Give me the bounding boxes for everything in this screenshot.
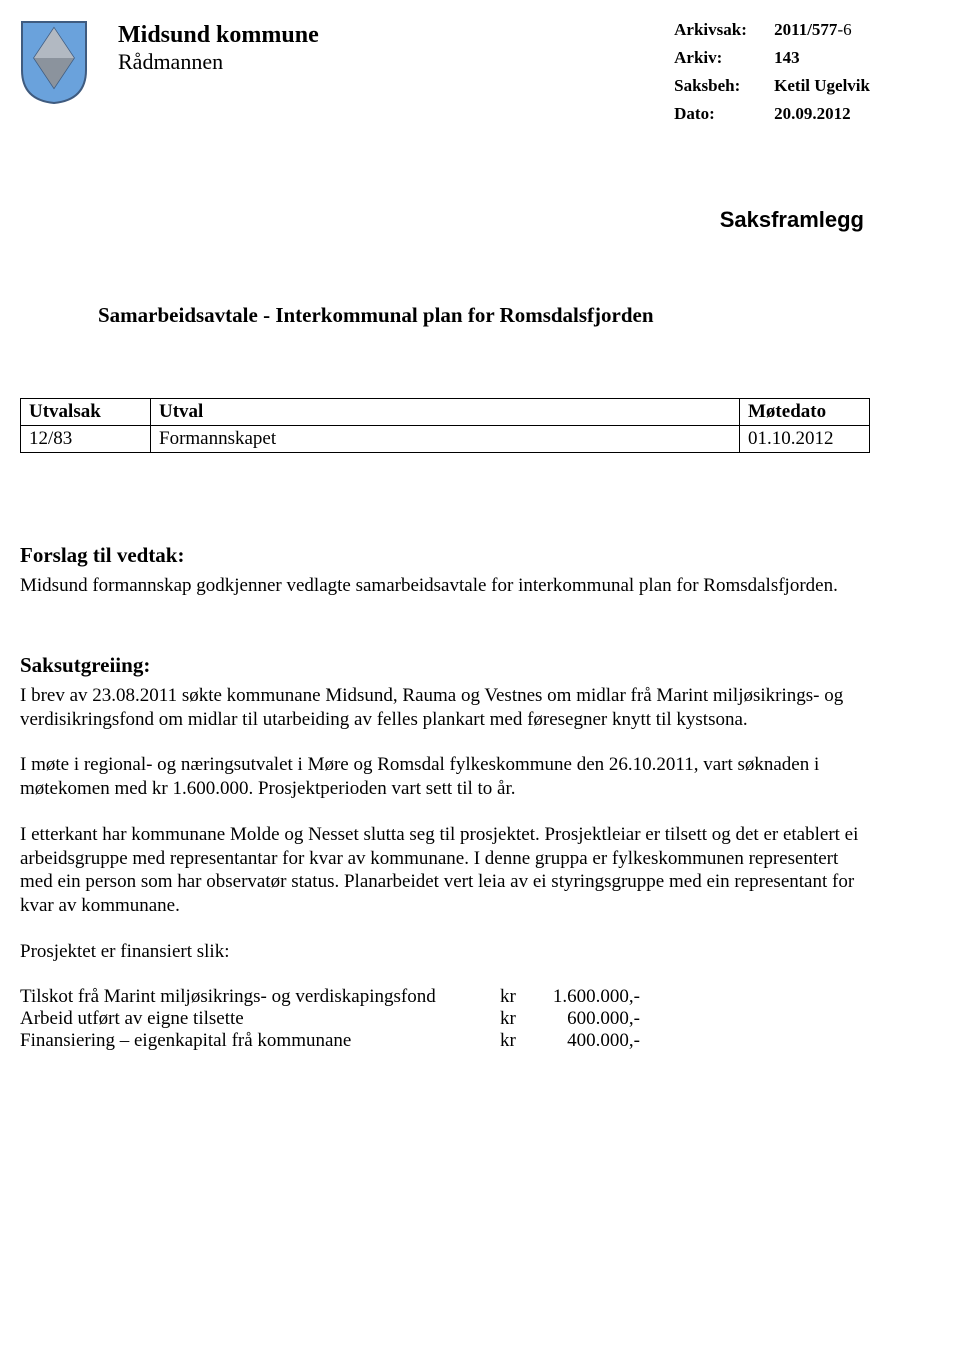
forslag-heading: Forslag til vedtak: <box>20 543 870 568</box>
meta-label: Arkivsak: <box>674 20 774 40</box>
paragraph: I etterkant har kommunane Molde og Nesse… <box>20 823 870 918</box>
currency-label: kr <box>500 1008 530 1030</box>
meta-label: Saksbeh: <box>674 76 774 96</box>
cell-utvalsak: 12/83 <box>21 426 151 453</box>
document-type: Saksframlegg <box>20 207 870 233</box>
meta-row-saksbeh: Saksbeh: Ketil Ugelvik <box>674 76 870 96</box>
financing-amount: 1.600.000,- <box>530 986 640 1008</box>
meta-value: 143 <box>774 48 800 68</box>
financing-label: Finansiering – eigenkapital frå kommunan… <box>20 1030 500 1052</box>
case-number-main: 2011/577 <box>774 20 837 39</box>
department-name: Rådmannen <box>118 48 319 76</box>
case-number-suffix: -6 <box>837 20 851 39</box>
cell-motedato: 01.10.2012 <box>740 426 870 453</box>
col-utvalsak: Utvalsak <box>21 399 151 426</box>
paragraph: I møte i regional- og næringsutvalet i M… <box>20 753 870 801</box>
logo-title-block: Midsund kommune Rådmannen <box>20 20 319 105</box>
case-subject: Samarbeidsavtale - Interkommunal plan fo… <box>98 303 870 328</box>
forslag-text: Midsund formannskap godkjenner vedlagte … <box>20 574 870 598</box>
currency-label: kr <box>500 986 530 1008</box>
cell-utval: Formannskapet <box>151 426 740 453</box>
municipal-shield-icon <box>20 20 88 105</box>
meta-row-arkiv: Arkiv: 143 <box>674 48 870 68</box>
table-header-row: Utvalsak Utval Møtedato <box>21 399 870 426</box>
meta-value: 20.09.2012 <box>774 104 851 124</box>
title-block: Midsund kommune Rådmannen <box>118 22 319 76</box>
table-row: 12/83 Formannskapet 01.10.2012 <box>21 426 870 453</box>
paragraph: I brev av 23.08.2011 søkte kommunane Mid… <box>20 684 870 732</box>
municipality-name: Midsund kommune <box>118 22 319 48</box>
meta-label: Arkiv: <box>674 48 774 68</box>
case-metadata: Arkivsak: 2011/577-6 Arkiv: 143 Saksbeh:… <box>674 20 870 132</box>
committee-table: Utvalsak Utval Møtedato 12/83 Formannska… <box>20 398 870 453</box>
financing-label: Arbeid utført av eigne tilsette <box>20 1008 500 1030</box>
financing-row: Arbeid utført av eigne tilsette kr 600.0… <box>20 1008 870 1030</box>
meta-row-dato: Dato: 20.09.2012 <box>674 104 870 124</box>
col-utval: Utval <box>151 399 740 426</box>
financing-amount: 600.000,- <box>530 1008 640 1030</box>
saksutgreiing-heading: Saksutgreiing: <box>20 653 870 678</box>
col-motedato: Møtedato <box>740 399 870 426</box>
paragraph: Prosjektet er finansiert slik: <box>20 940 870 964</box>
financing-table: Tilskot frå Marint miljøsikrings- og ver… <box>20 986 870 1052</box>
meta-label: Dato: <box>674 104 774 124</box>
utval-table-wrap: Utvalsak Utval Møtedato 12/83 Formannska… <box>20 398 870 453</box>
currency-label: kr <box>500 1030 530 1052</box>
meta-value: 2011/577-6 <box>774 20 851 40</box>
document-page: Midsund kommune Rådmannen Arkivsak: 2011… <box>0 0 960 1092</box>
meta-row-arkivsak: Arkivsak: 2011/577-6 <box>674 20 870 40</box>
financing-row: Finansiering – eigenkapital frå kommunan… <box>20 1030 870 1052</box>
financing-row: Tilskot frå Marint miljøsikrings- og ver… <box>20 986 870 1008</box>
header-row: Midsund kommune Rådmannen Arkivsak: 2011… <box>20 20 870 132</box>
financing-amount: 400.000,- <box>530 1030 640 1052</box>
financing-label: Tilskot frå Marint miljøsikrings- og ver… <box>20 986 500 1008</box>
meta-value: Ketil Ugelvik <box>774 76 870 96</box>
